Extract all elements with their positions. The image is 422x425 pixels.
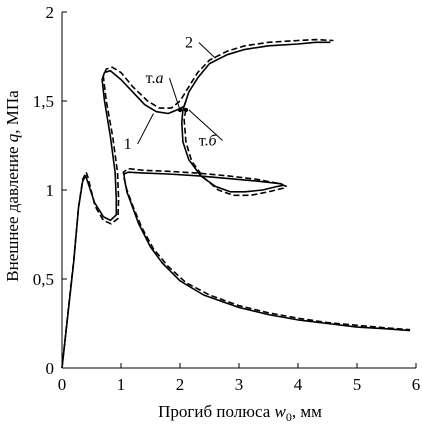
label-1-leader	[137, 113, 154, 145]
series-line-2-dashed	[122, 109, 411, 331]
series-line-1-solid	[61, 69, 411, 369]
series-layer	[61, 38, 411, 369]
y-tick-label: 1	[46, 181, 55, 200]
label-ta: т.a	[146, 70, 164, 87]
label-2-leader	[198, 42, 216, 59]
y-axis-title: Внешнее давление q, МПа	[3, 90, 22, 282]
series-line-2-dashed	[61, 38, 334, 369]
x-axis-title: Прогиб полюса w0, мм	[158, 402, 322, 424]
label-tb-leader	[188, 109, 223, 141]
x-tick-label: 1	[117, 375, 126, 394]
x-tick-label: 5	[353, 375, 362, 394]
x-tick-label: 3	[235, 375, 244, 394]
x-tick-label: 6	[412, 375, 421, 394]
label-2: 2	[185, 35, 193, 52]
y-tick-label: 2	[46, 3, 55, 22]
x-tick-label: 0	[58, 375, 67, 394]
label-tb: т.б	[199, 133, 218, 150]
label-1: 1	[124, 136, 132, 153]
y-axis-ticks: 0 0,5 1 1,5 2	[33, 3, 67, 378]
x-tick-label: 2	[176, 375, 185, 394]
y-tick-label: 1,5	[33, 92, 54, 111]
series-line-1-solid	[183, 41, 331, 107]
y-tick-label: 0	[46, 359, 55, 378]
point-a	[177, 107, 183, 113]
x-tick-label: 4	[294, 375, 303, 394]
annotation-layer: 1 2 т.a т.б	[124, 35, 223, 153]
label-ta-leader	[169, 78, 181, 111]
point-b	[183, 107, 189, 113]
x-axis-ticks: 0 1 2 3 4 5 6	[58, 363, 421, 394]
y-tick-label: 0,5	[33, 270, 54, 289]
